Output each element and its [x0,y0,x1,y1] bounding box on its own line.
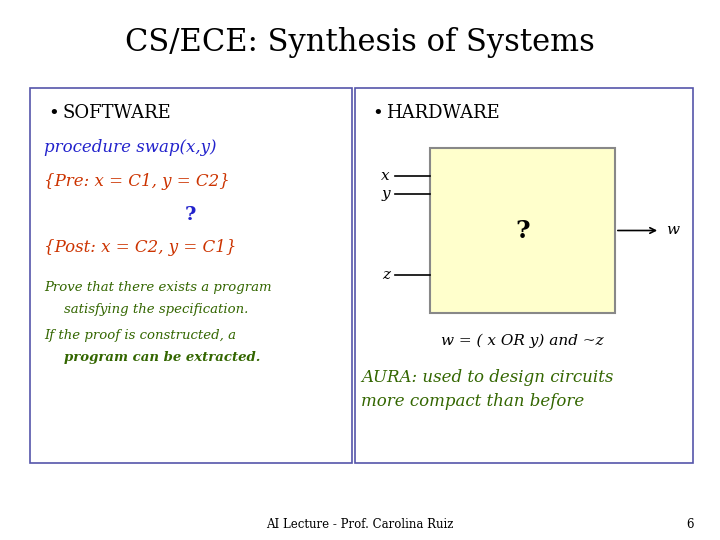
Text: y: y [382,187,390,201]
Text: {Pre: x = C1, y = C2}: {Pre: x = C1, y = C2} [44,173,230,191]
Text: x: x [382,169,390,183]
Text: satisfying the specification.: satisfying the specification. [64,303,248,316]
Text: w = ( x OR y) and ~z: w = ( x OR y) and ~z [441,334,604,348]
Text: AURA: used to design circuits: AURA: used to design circuits [361,369,613,387]
Bar [430,148,615,313]
Text: CS/ECE: Synthesis of Systems: CS/ECE: Synthesis of Systems [125,26,595,57]
Text: ?: ? [516,219,530,242]
Text: AI Lecture - Prof. Carolina Ruiz: AI Lecture - Prof. Carolina Ruiz [266,517,454,530]
Text: more compact than before: more compact than before [361,394,584,410]
Text: If the proof is constructed, a: If the proof is constructed, a [44,328,236,341]
Bar [355,88,693,463]
Text: w: w [666,224,679,238]
Text: Prove that there exists a program: Prove that there exists a program [44,281,271,294]
Bar [30,88,352,463]
Text: {Post: x = C2, y = C1}: {Post: x = C2, y = C1} [44,240,236,256]
Text: SOFTWARE: SOFTWARE [62,104,171,122]
Text: ?: ? [184,206,196,224]
Text: procedure swap(x,y): procedure swap(x,y) [44,139,217,157]
Text: •: • [48,104,59,122]
Text: HARDWARE: HARDWARE [386,104,500,122]
Text: z: z [382,268,390,282]
Text: •: • [372,104,383,122]
Text: program can be extracted.: program can be extracted. [64,350,261,363]
Text: 6: 6 [686,517,694,530]
